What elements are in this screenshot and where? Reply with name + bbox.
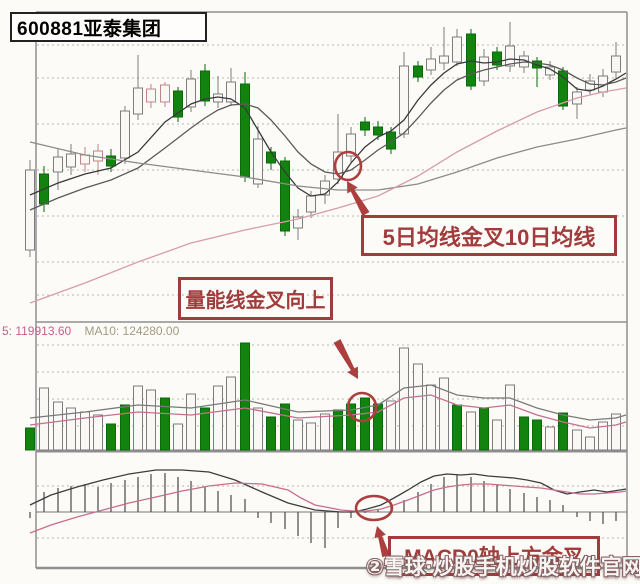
volume-bars bbox=[25, 342, 621, 451]
price-arrow bbox=[347, 181, 370, 216]
panel-frame bbox=[35, 11, 628, 570]
callout-volume-cross-text: 量能线金叉向上 bbox=[185, 290, 326, 312]
callout-volume-cross: 量能线金叉向上 bbox=[178, 277, 333, 320]
annotation-marks bbox=[333, 150, 394, 558]
price-highlight-circle bbox=[333, 150, 363, 182]
callout-macd-cross-text: MACD0轴上方金叉 bbox=[404, 546, 584, 569]
volume-vol-ma10 bbox=[29, 394, 627, 429]
macd-ma-lines bbox=[29, 469, 627, 534]
price-ma10 bbox=[29, 61, 627, 211]
macd-dif bbox=[29, 469, 627, 513]
macd-arrow bbox=[374, 526, 390, 558]
price-ma5 bbox=[29, 58, 627, 197]
price-ma-long bbox=[29, 127, 627, 191]
volume-highlight-circle bbox=[346, 391, 378, 423]
stock-title-box: 600881亚泰集团 bbox=[10, 12, 207, 42]
callout-golden-cross-ma: 5日均线金叉10日均线 bbox=[361, 215, 617, 256]
volume-ma-header: 5: 119913.60 MA10: 124280.00 bbox=[2, 324, 179, 338]
volume-ma10-label: MA10: 124280.00 bbox=[84, 324, 180, 338]
macd-highlight-circle bbox=[354, 494, 394, 522]
price-ma-lines bbox=[29, 58, 627, 304]
price-ma-pink bbox=[29, 87, 627, 304]
volume-arrow bbox=[333, 339, 358, 379]
callout-macd-cross: MACD0轴上方金叉 bbox=[388, 536, 600, 576]
stock-code-name: 600881亚泰集团 bbox=[17, 18, 162, 40]
macd-histogram bbox=[29, 473, 627, 548]
volume-vol-ma5 bbox=[29, 384, 627, 421]
volume-ma5-label: 5: 119913.60 bbox=[2, 324, 72, 338]
volume-ma-lines bbox=[29, 384, 627, 429]
macd-dea bbox=[29, 482, 627, 534]
callout-golden-cross-ma-text: 5日均线金叉10日均线 bbox=[382, 224, 596, 250]
watermark: ②雪球·炒股手机炒股软件官网 bbox=[366, 556, 640, 579]
